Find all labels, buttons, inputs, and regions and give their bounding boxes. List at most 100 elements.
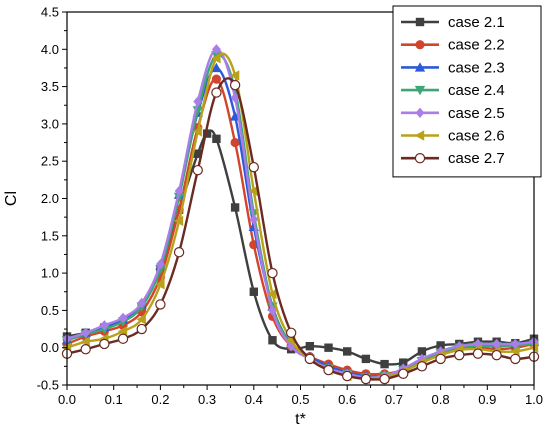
- legend-label: case 2.1: [448, 14, 505, 31]
- legend-item: case 2.4: [401, 82, 505, 99]
- data-point: [248, 185, 258, 197]
- data-point: [155, 265, 166, 275]
- legend: case 2.1 case 2.2 case 2.3 case 2.4 case 2.5…: [392, 5, 542, 178]
- legend-label: case 2.3: [448, 59, 505, 76]
- data-point: [417, 347, 427, 356]
- legend-label: case 2.6: [448, 128, 505, 145]
- data-point: [454, 349, 465, 361]
- data-point: [192, 126, 202, 137]
- data-point: [173, 192, 185, 203]
- data-point: [156, 258, 165, 270]
- y-tick-label: 1.0: [41, 266, 59, 281]
- data-point: [230, 137, 240, 148]
- data-point: [510, 353, 521, 365]
- y-tick-label: 3.0: [41, 116, 59, 131]
- data-point: [268, 305, 277, 316]
- data-point: [155, 299, 166, 310]
- data-point: [99, 320, 109, 331]
- series-layer: [61, 44, 540, 385]
- x-tick-label: 0.6: [338, 392, 356, 407]
- data-point: [379, 373, 390, 385]
- data-point: [249, 214, 259, 225]
- data-point: [472, 348, 484, 359]
- legend-marker: [414, 152, 426, 164]
- data-point: [118, 312, 128, 324]
- data-point: [174, 185, 184, 197]
- data-point: [268, 336, 277, 345]
- data-point: [343, 347, 352, 356]
- data-point: [323, 364, 334, 376]
- data-point: [492, 338, 502, 350]
- data-point: [193, 149, 202, 158]
- legend-marker: [415, 40, 425, 50]
- data-point: [267, 288, 277, 300]
- legend-label: case 2.2: [448, 37, 505, 54]
- data-point: [398, 368, 409, 380]
- data-point: [510, 338, 520, 350]
- data-point: [212, 134, 221, 144]
- x-tick-label: 0.0: [58, 392, 76, 407]
- x-tick-label: 0.2: [151, 392, 169, 407]
- data-point: [342, 370, 353, 382]
- data-point: [137, 297, 147, 309]
- x-tick-label: 0.4: [245, 392, 263, 407]
- legend-label: case 2.7: [448, 150, 505, 167]
- data-point: [436, 341, 445, 350]
- data-point: [435, 353, 446, 365]
- data-point: [136, 323, 147, 335]
- data-point: [305, 342, 315, 351]
- legend-marker: [414, 130, 425, 141]
- legend-marker: [415, 17, 425, 27]
- data-point: [99, 338, 110, 350]
- data-point: [361, 354, 371, 364]
- y-tick-label: 2.5: [41, 154, 59, 169]
- axis-layer: 0.0 0.1 0.2 0.3 0.4 0.5 0.6 0.7 0.8 0.9 1.0-0.50.0…: [37, 5, 543, 408]
- series-7: [61, 77, 540, 385]
- data-point: [304, 353, 316, 365]
- data-point: [416, 361, 428, 372]
- data-point: [249, 287, 258, 296]
- data-point: [173, 215, 184, 227]
- y-axis-label: Cl: [3, 191, 20, 206]
- data-point: [155, 279, 165, 290]
- x-tick-label: 0.3: [198, 392, 216, 407]
- data-point: [399, 358, 408, 367]
- legend-item: case 2.1: [401, 14, 505, 31]
- data-point: [173, 247, 185, 258]
- y-tick-label: -0.5: [37, 378, 59, 393]
- x-axis-label: t*: [295, 411, 306, 428]
- data-point: [491, 349, 502, 361]
- data-point: [202, 129, 212, 138]
- y-tick-label: 0.0: [41, 340, 59, 355]
- data-point: [380, 359, 389, 369]
- data-point: [360, 373, 372, 385]
- data-point: [211, 62, 222, 73]
- y-tick-label: 0.5: [41, 303, 59, 318]
- data-point: [229, 79, 241, 91]
- x-tick-label: 0.7: [385, 392, 403, 407]
- data-point: [267, 267, 278, 279]
- legend-marker: [414, 62, 426, 72]
- data-point: [248, 161, 259, 173]
- legend-marker: [414, 85, 426, 96]
- legend-item: case 2.5: [401, 105, 505, 122]
- data-point: [211, 53, 221, 64]
- legend-box: [392, 5, 542, 178]
- legend-label: case 2.5: [448, 105, 505, 122]
- data-point: [193, 96, 203, 107]
- y-tick-label: 2.0: [41, 191, 59, 206]
- legend-label: case 2.4: [448, 82, 505, 99]
- x-tick-label: 0.9: [478, 392, 496, 407]
- data-point: [212, 44, 221, 55]
- data-point: [136, 314, 146, 325]
- data-point: [211, 87, 222, 98]
- legend-item: case 2.2: [401, 37, 505, 54]
- data-point: [211, 74, 222, 84]
- x-tick-label: 0.1: [105, 392, 123, 407]
- data-point: [230, 203, 240, 212]
- y-tick-label: 4.0: [41, 42, 59, 57]
- x-tick-label: 0.8: [432, 392, 450, 407]
- y-tick-label: 3.5: [41, 79, 59, 94]
- data-point: [81, 327, 91, 338]
